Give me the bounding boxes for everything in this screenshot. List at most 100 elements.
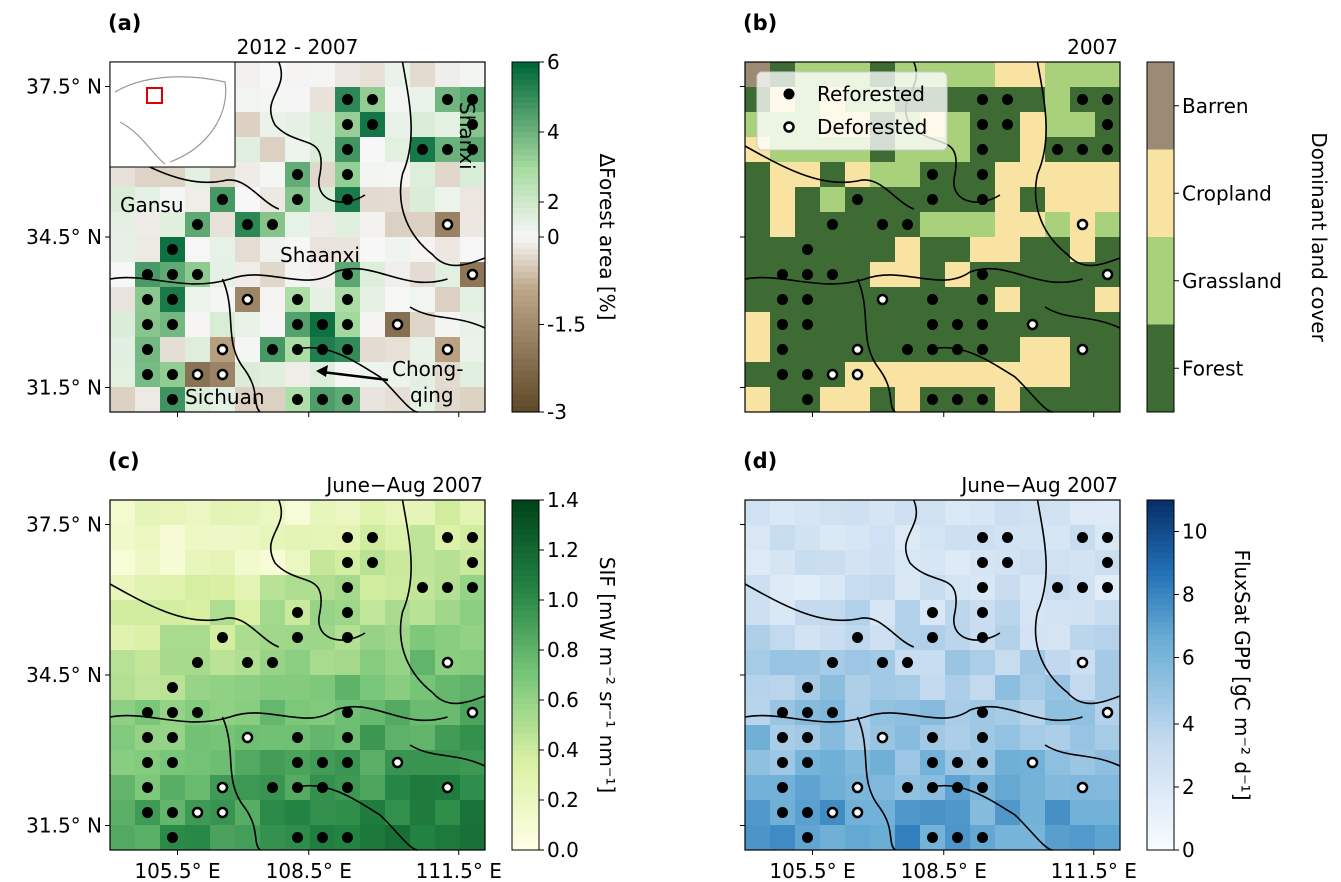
province-border (1034, 61, 1121, 267)
colorbar-tick-label: 0 (1182, 838, 1195, 862)
lat-tick-label: 31.5° N (26, 376, 102, 400)
colorbar-step (1147, 739, 1174, 746)
grid-cell (210, 387, 236, 413)
grid-cell (1045, 187, 1071, 213)
colorbar-tick-label: 4 (1182, 712, 1195, 736)
grid-cell (110, 625, 136, 651)
reforested-marker (467, 94, 478, 105)
colorbar-segment (1147, 324, 1174, 412)
grid-cell (895, 600, 921, 626)
province-border (856, 716, 896, 851)
grid-cell (135, 237, 161, 263)
colorbar-step (1147, 844, 1174, 851)
grid-cell (360, 800, 386, 826)
reforested-marker (192, 219, 203, 230)
grid-cell (1045, 675, 1071, 701)
colorbar-step (512, 347, 539, 355)
grid-cell (895, 575, 921, 601)
reforested-marker (317, 344, 328, 355)
deforested-marker (466, 706, 479, 719)
colorbar-step (1147, 640, 1174, 647)
reforested-marker (777, 707, 788, 718)
colorbar-step (1147, 727, 1174, 734)
colorbar-step (1147, 505, 1174, 513)
grid-cell (285, 262, 311, 288)
grid-cell (360, 575, 386, 601)
colorbar-step (512, 400, 539, 407)
grid-cell (1070, 500, 1096, 526)
colorbar-frame (1146, 61, 1175, 413)
grid-cell (895, 800, 921, 826)
reforested-marker (242, 219, 253, 230)
colorbar-step (1147, 564, 1174, 571)
grid-cell (770, 625, 796, 651)
deforested-marker (216, 368, 229, 381)
grid-cell (110, 550, 136, 576)
grid-cell (360, 62, 386, 88)
grid-cell (260, 387, 286, 413)
grid-cell (970, 237, 996, 263)
reforested-marker (367, 532, 378, 543)
colorbar-step (1147, 780, 1174, 787)
grid-cell (310, 162, 336, 188)
grid-cell (1070, 725, 1096, 751)
grid-cell (1020, 137, 1046, 163)
reforested-marker (342, 319, 353, 330)
reforested-marker (342, 582, 353, 593)
grid-cell (745, 500, 771, 526)
colorbar-step (1147, 540, 1174, 548)
grid-cell (310, 62, 336, 88)
colorbar-tick-label: 10 (1182, 520, 1207, 544)
reforested-marker (802, 832, 813, 843)
grid-cell (110, 212, 136, 238)
colorbar-step (1147, 546, 1174, 554)
province-border (1044, 744, 1121, 767)
grid-cell (310, 287, 336, 313)
grid-cell (845, 600, 871, 626)
reforested-marker (977, 707, 988, 718)
reforested-marker (142, 732, 153, 743)
colorbar-step (512, 161, 539, 168)
reforested-marker (1002, 119, 1013, 130)
grid-cell (410, 600, 436, 626)
colorbar-step (1147, 791, 1174, 799)
reforested-marker (342, 194, 353, 205)
lon-tick-label: 105.5° E (134, 859, 220, 882)
province-border (399, 499, 486, 705)
grid-cell (1070, 187, 1096, 213)
grid-cell (1095, 675, 1121, 701)
grid-cell (1070, 625, 1096, 651)
reforested-marker (902, 219, 913, 230)
grid-cell (1045, 362, 1071, 388)
reforested-marker (977, 732, 988, 743)
grid-cell (995, 312, 1021, 338)
grid-cell (285, 675, 311, 701)
grid-cell (1045, 725, 1071, 751)
grid-cell (995, 825, 1021, 851)
grid-cell (895, 750, 921, 776)
reforested-marker (167, 682, 178, 693)
deforested-marker (1076, 781, 1089, 794)
reforested-marker (317, 394, 328, 405)
grid-cell (310, 212, 336, 238)
grid-cell (310, 600, 336, 626)
grid-cell (410, 187, 436, 213)
grid-cell (745, 650, 771, 676)
grid-cell (745, 262, 771, 288)
grid-cell (110, 500, 136, 526)
colorbar-step (512, 73, 539, 81)
colorbar-step (1147, 675, 1174, 682)
reforested-marker (342, 532, 353, 543)
grid-cell (995, 575, 1021, 601)
colorbar-step (512, 704, 539, 711)
grid-cell (995, 62, 1021, 88)
reforested-marker (142, 344, 153, 355)
province-border (221, 278, 261, 413)
grid-cell (845, 575, 871, 601)
grid-cell (745, 600, 771, 626)
grid-cell (435, 162, 461, 188)
grid-cell (1045, 262, 1071, 288)
grid-cell (920, 500, 946, 526)
colorbar-step (512, 307, 539, 314)
grid-cell (745, 550, 771, 576)
